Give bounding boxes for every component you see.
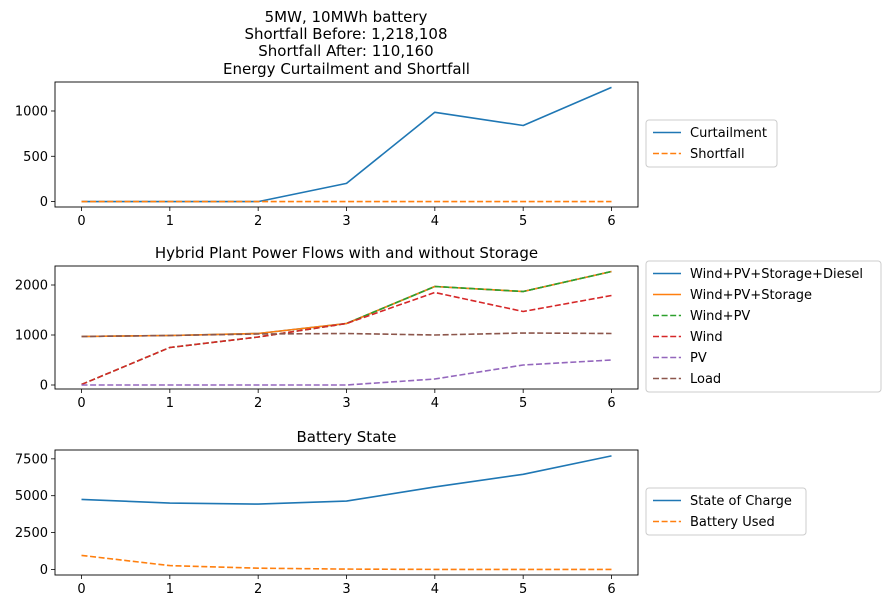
figure-title-line-1: 5MW, 10MWh battery: [265, 8, 428, 26]
y-tick-label: 1000: [15, 104, 48, 119]
x-tick-label: 6: [607, 582, 615, 597]
x-tick-label: 0: [77, 396, 85, 411]
x-tick-label: 3: [342, 214, 350, 229]
x-tick-label: 5: [519, 214, 527, 229]
x-tick-label: 0: [77, 214, 85, 229]
x-tick-label: 4: [431, 582, 439, 597]
series-line-wind: [81, 291, 612, 386]
legend: State of Charge Battery Used: [645, 487, 807, 536]
series-line-battery-used: [81, 554, 612, 571]
x-tick-label: 2: [254, 396, 262, 411]
y-tick-label: 2500: [15, 526, 48, 541]
y-tick-label: 0: [40, 379, 48, 394]
x-tick-label: 5: [519, 582, 527, 597]
x-tick-label: 6: [607, 214, 615, 229]
x-tick-label: 4: [431, 396, 439, 411]
y-tick-label: 5000: [15, 489, 48, 504]
legend-label-wind-pv-storage-diesel: Wind+PV+Storage+Diesel: [690, 267, 863, 282]
y-tick-label: 0: [40, 195, 48, 210]
x-tick-label: 2: [254, 214, 262, 229]
x-tick-label: 1: [166, 396, 174, 411]
legend-label-wind: Wind: [690, 330, 723, 345]
x-tick-label: 3: [342, 396, 350, 411]
series-line-state-of-charge: [81, 455, 612, 505]
legend-box: [645, 487, 807, 536]
figure-title-line-2: Shortfall Before: 1,218,108: [244, 25, 447, 43]
y-tick-label: 7500: [15, 452, 48, 467]
chart-title: Battery State: [297, 428, 397, 446]
legend-label-battery-used: Battery Used: [690, 515, 775, 530]
x-tick-label: 2: [254, 582, 262, 597]
plot-frame: [54, 81, 639, 208]
y-tick-label: 1000: [15, 329, 48, 344]
legend: Wind+PV+Storage+Diesel Wind+PV+Storage Win…: [645, 260, 882, 393]
power-flows-chart: Hybrid Plant Power Flows with and withou…: [15, 244, 882, 411]
legend-label-wind-pv-storage: Wind+PV+Storage: [690, 288, 812, 303]
series-line-wind-pv: [81, 270, 612, 386]
y-tick-label: 2000: [15, 279, 48, 294]
plot-frame: [54, 449, 639, 576]
x-tick-label: 5: [519, 396, 527, 411]
series-line-load: [81, 332, 612, 338]
figure-title: 5MW, 10MWh battery Shortfall Before: 1,2…: [244, 8, 447, 60]
curtailment-chart: Energy Curtailment and Shortfall 0 1 2 3 4 5 6 0…: [15, 60, 778, 229]
x-tick-label: 4: [431, 214, 439, 229]
x-tick-label: 6: [607, 396, 615, 411]
legend-label-pv: PV: [690, 351, 707, 366]
chart-title: Hybrid Plant Power Flows with and withou…: [155, 244, 538, 262]
figure-title-line-3: Shortfall After: 110,160: [258, 42, 433, 60]
series-line-wind-pv-storage-diesel: [81, 270, 612, 338]
series-line-curtailment: [81, 86, 612, 203]
legend-label-shortfall: Shortfall: [690, 147, 745, 162]
series-line-pv: [81, 359, 612, 386]
x-tick-label: 3: [342, 582, 350, 597]
y-tick-label: 0: [40, 563, 48, 578]
battery-state-chart: Battery State 0 1 2 3 4 5 6 0 2500 5000 7500 State o…: [15, 428, 807, 597]
legend-label-wind-pv: Wind+PV: [690, 309, 750, 324]
legend-box: [645, 260, 882, 393]
legend-label-load: Load: [690, 372, 721, 387]
y-tick-label: 500: [23, 150, 48, 165]
legend-label-state-of-charge: State of Charge: [690, 494, 792, 509]
legend: Curtailment Shortfall: [645, 119, 778, 168]
x-tick-label: 1: [166, 582, 174, 597]
series-line-wind-pv-storage: [81, 270, 612, 338]
plot-frame: [54, 265, 639, 390]
x-tick-label: 0: [77, 582, 85, 597]
x-tick-label: 1: [166, 214, 174, 229]
chart-title: Energy Curtailment and Shortfall: [223, 60, 470, 78]
legend-label-curtailment: Curtailment: [690, 126, 767, 141]
